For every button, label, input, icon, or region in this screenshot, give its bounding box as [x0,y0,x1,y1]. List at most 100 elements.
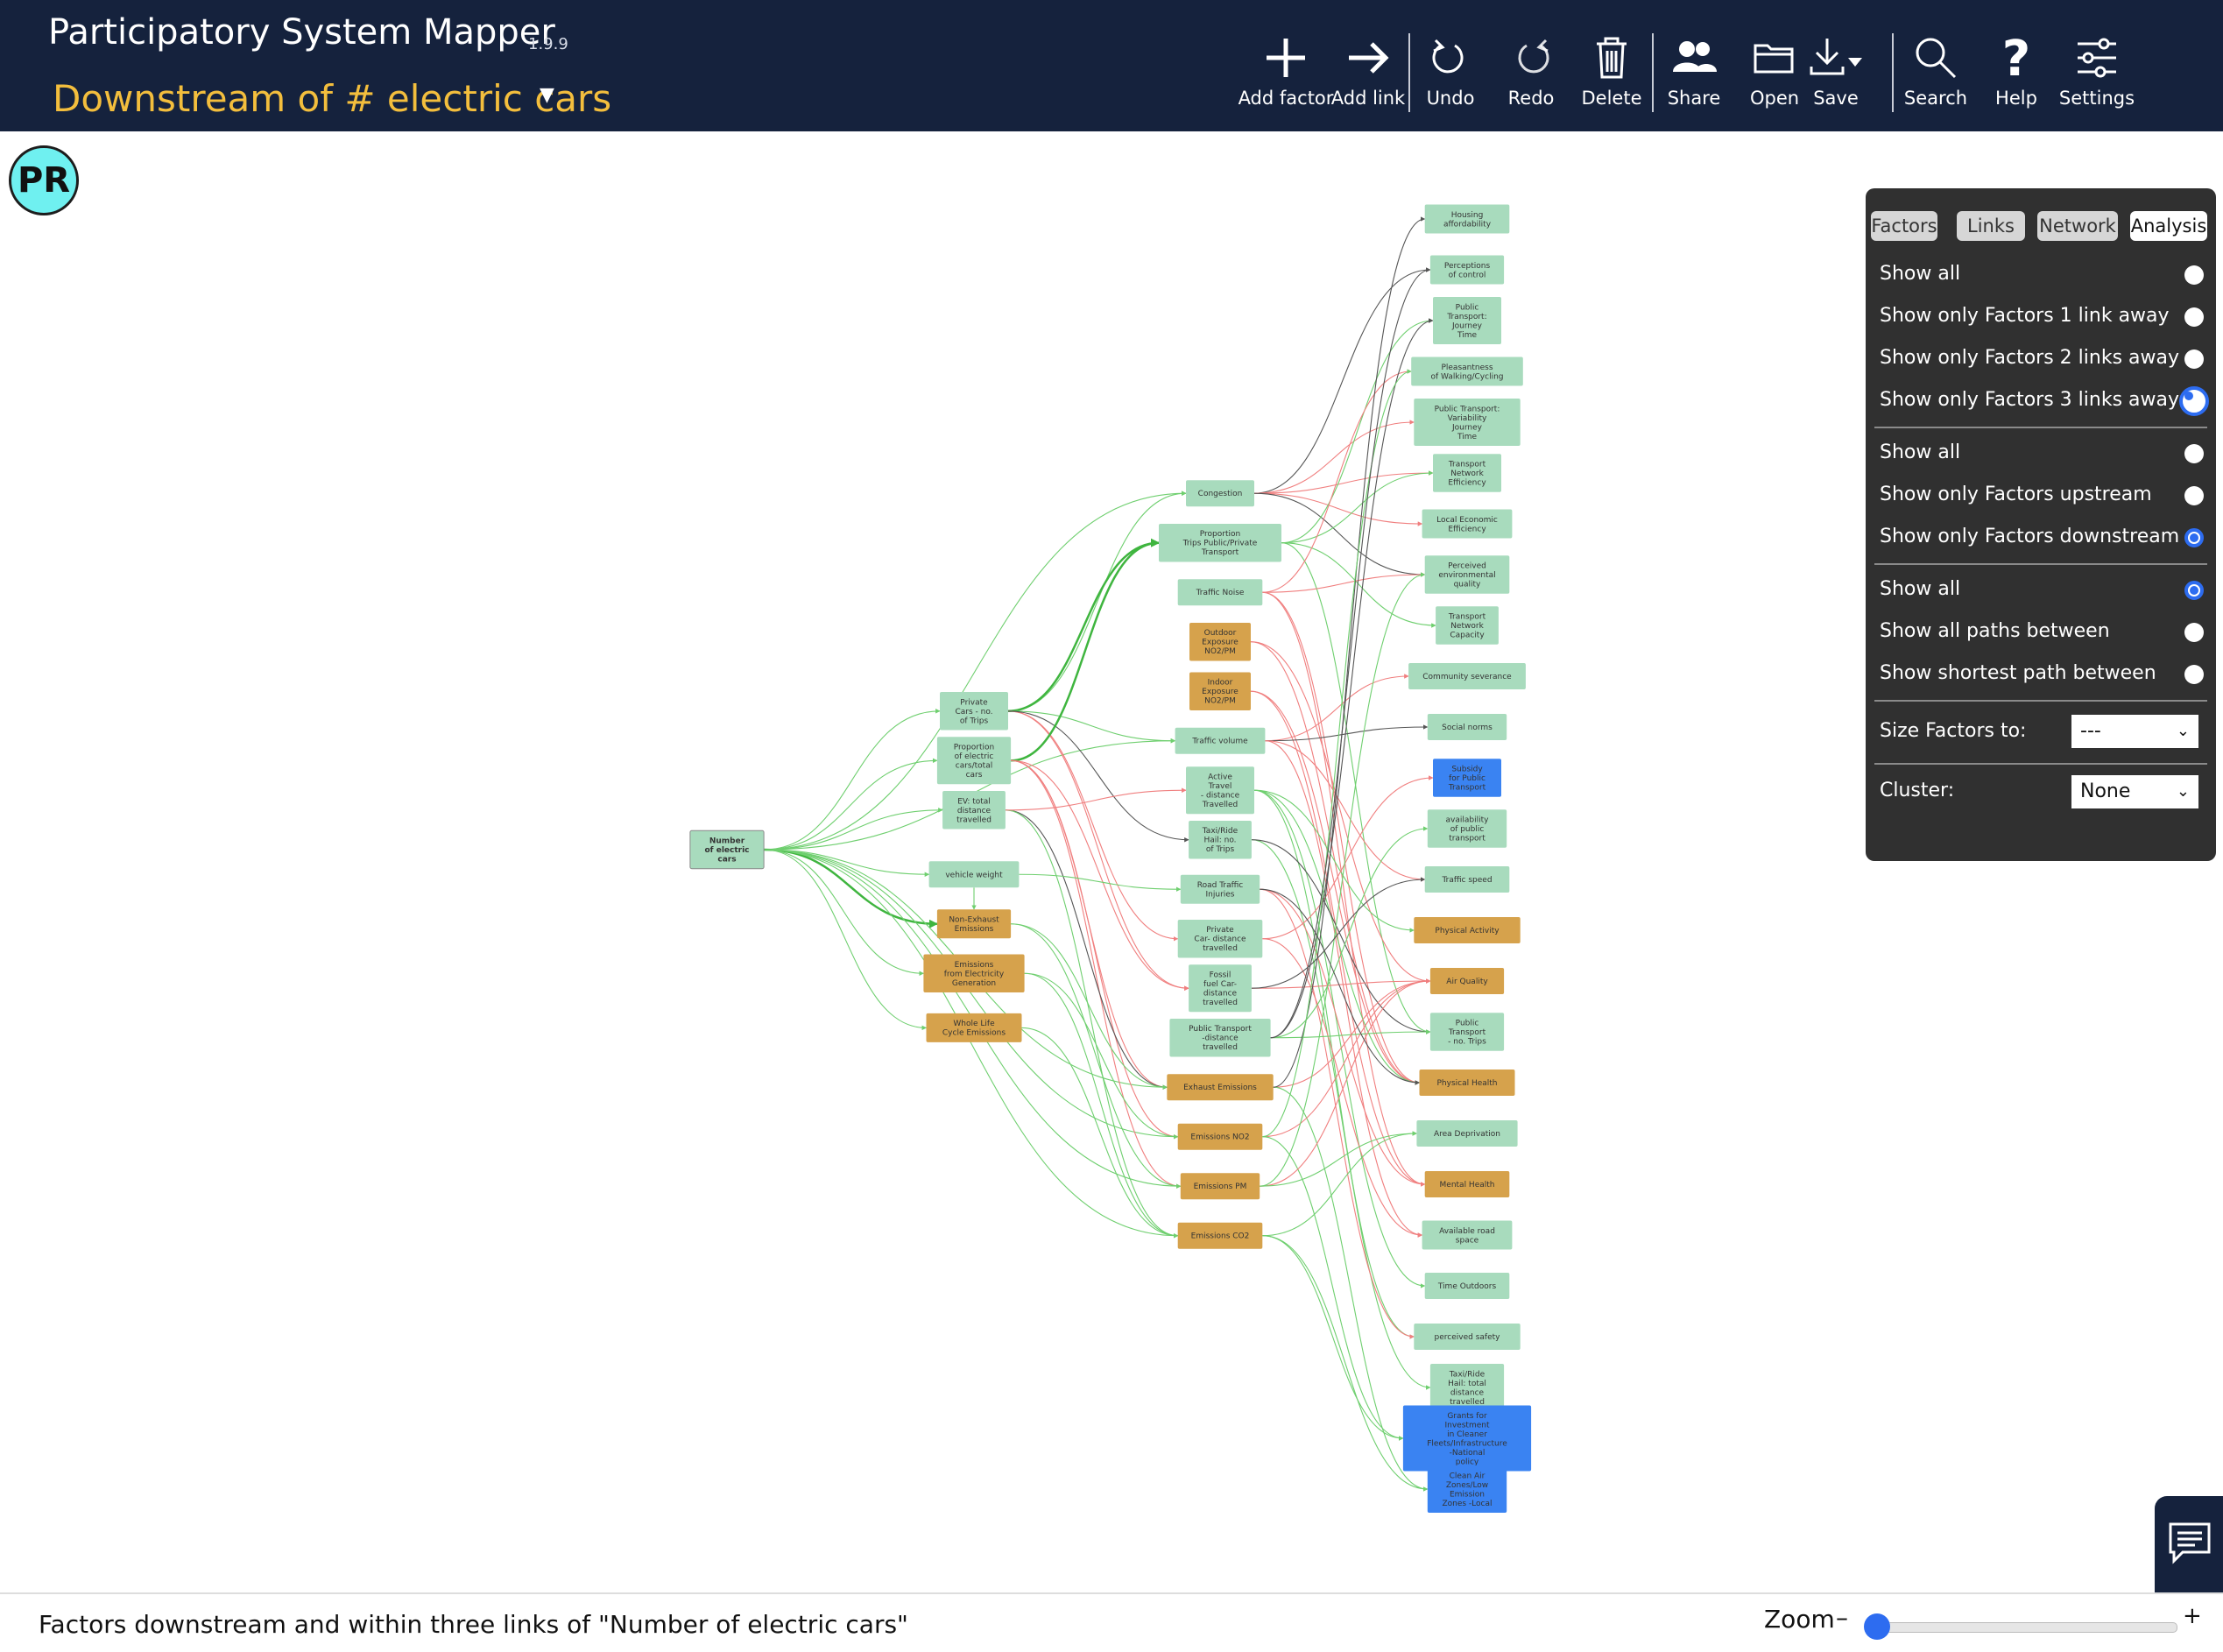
radius-show-all[interactable]: Show all [1880,257,2204,292]
help-button[interactable]: ? Help [1971,26,2062,114]
factor-box[interactable] [1414,399,1521,446]
add-factor-button[interactable]: Add factor [1239,26,1333,114]
link-edge[interactable] [764,709,941,851]
open-button[interactable]: Open [1729,26,1820,114]
factor-box[interactable] [942,791,1006,830]
link-edge[interactable] [1260,888,1426,1187]
factor-box[interactable] [936,737,1012,785]
factor-box[interactable] [1424,204,1510,234]
radio-selected-icon[interactable] [2179,386,2209,416]
factor-node[interactable]: Emissions NO2 [1177,1123,1263,1150]
link-edge[interactable] [1253,789,1415,933]
factor-box[interactable] [1414,1324,1521,1350]
map-title-dropdown-icon[interactable]: ▼ [540,84,554,106]
link-edge[interactable] [764,849,924,976]
link-edge[interactable] [1270,826,1429,1039]
link-edge[interactable] [764,849,1179,1140]
link-edge[interactable] [1281,542,1431,1034]
share-button[interactable]: Share [1648,26,1740,114]
link-edge[interactable] [764,808,943,851]
link-edge[interactable] [1011,923,1182,1189]
factor-box[interactable] [1169,1018,1271,1057]
link-edge[interactable] [1260,888,1421,1085]
map-title[interactable]: Downstream of # electric cars [53,77,612,120]
link-edge[interactable] [1273,978,1431,1088]
link-edge[interactable] [764,758,938,851]
link-edge[interactable] [1011,538,1160,762]
undo-button[interactable]: Undo [1405,26,1496,114]
radio-icon[interactable] [2184,307,2204,327]
factor-box[interactable] [1424,866,1510,893]
size-factors-select[interactable]: --- ⌄ [2071,715,2198,748]
factor-box[interactable] [1436,606,1499,645]
radio-icon[interactable] [2184,623,2204,642]
factor-node[interactable]: Time Outdoors [1424,1273,1510,1299]
factor-box[interactable] [1167,1074,1274,1101]
factor-box[interactable] [1189,820,1252,859]
factor-box[interactable] [940,692,1008,731]
factor-box[interactable] [1411,357,1523,386]
radio-selected-icon[interactable] [2184,581,2204,600]
link-edge[interactable] [764,848,938,928]
link-edge[interactable] [1265,674,1409,742]
link-edge[interactable] [1262,591,1421,1085]
factor-node[interactable]: Air Quality [1429,968,1505,994]
factor-box[interactable] [1433,759,1501,797]
paths-shortest-between[interactable]: Show shortest path between [1880,656,2204,691]
link-edge[interactable] [1011,923,1168,1090]
factor-box[interactable] [1422,509,1513,539]
link-edge[interactable] [1253,267,1431,494]
link-edge[interactable] [1273,1086,1429,1492]
link-edge[interactable] [1281,542,1436,628]
factor-box[interactable] [1186,766,1254,815]
factor-node[interactable]: Emissions CO2 [1177,1222,1263,1249]
factor-node[interactable]: Area Deprivation [1416,1120,1518,1147]
zoom-slider-thumb[interactable] [1864,1613,1890,1640]
link-edge[interactable] [1253,470,1434,494]
tab-analysis[interactable]: Analysis [2130,211,2207,241]
link-edge[interactable] [1250,641,1431,984]
link-edge[interactable] [1007,710,1189,843]
link-edge[interactable] [1262,978,1431,1138]
factor-box[interactable] [1433,297,1501,344]
link-edge[interactable] [1265,724,1429,742]
factor-box[interactable] [923,954,1025,993]
link-edge[interactable] [1251,839,1431,1034]
tab-network[interactable]: Network [2037,211,2118,241]
tab-links[interactable]: Links [1957,211,2025,241]
link-edge[interactable] [1011,759,1179,1140]
direction-upstream[interactable]: Show only Factors upstream [1880,477,2204,512]
factor-node[interactable]: Mental Health [1424,1171,1510,1197]
delete-button[interactable]: Delete [1566,26,1657,114]
link-edge[interactable] [1007,710,1176,744]
factor-box[interactable] [1429,968,1505,994]
factor-box[interactable] [926,1013,1022,1042]
factor-box[interactable] [1408,663,1526,689]
factor-box[interactable] [1429,255,1505,285]
radius-1-link[interactable]: Show only Factors 1 link away [1880,299,2204,334]
factor-box[interactable] [1419,1070,1515,1096]
factor-box[interactable] [1189,622,1251,661]
link-edge[interactable] [1270,318,1434,1039]
factor-box[interactable] [1189,672,1251,710]
zoom-minus-button[interactable]: – [1836,1603,1848,1632]
factor-box[interactable] [1429,1364,1505,1411]
link-edge[interactable] [1011,759,1189,991]
